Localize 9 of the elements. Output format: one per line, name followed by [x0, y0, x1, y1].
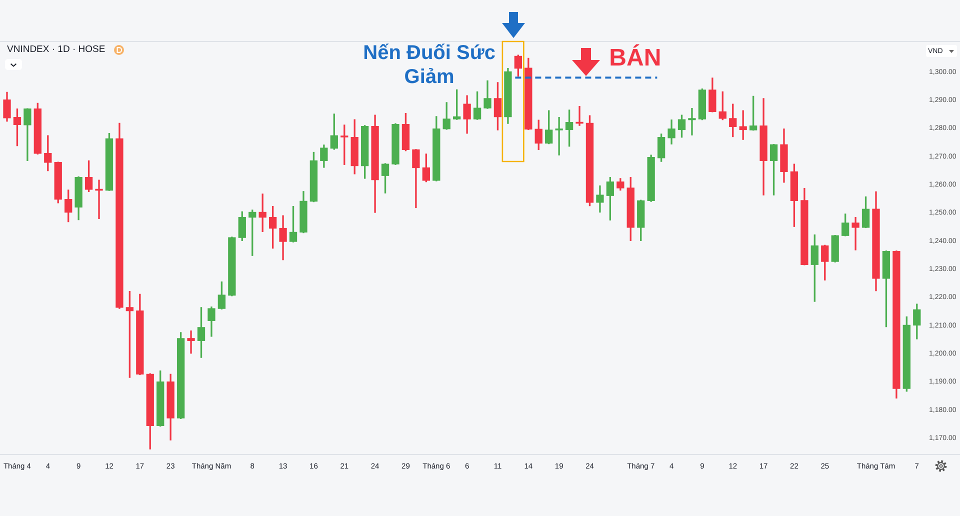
- candlestick: [688, 108, 696, 136]
- candlestick: [555, 116, 563, 156]
- annotation: Nến Đuối Sức Giảm: [363, 42, 496, 88]
- candlestick: [852, 216, 860, 250]
- candlestick: [187, 330, 195, 354]
- candlestick: [95, 180, 103, 220]
- chart-title: VNINDEX · 1D · HOSE: [7, 44, 106, 55]
- candlestick: [576, 106, 584, 126]
- ref-line-label: BÁN: [609, 44, 662, 72]
